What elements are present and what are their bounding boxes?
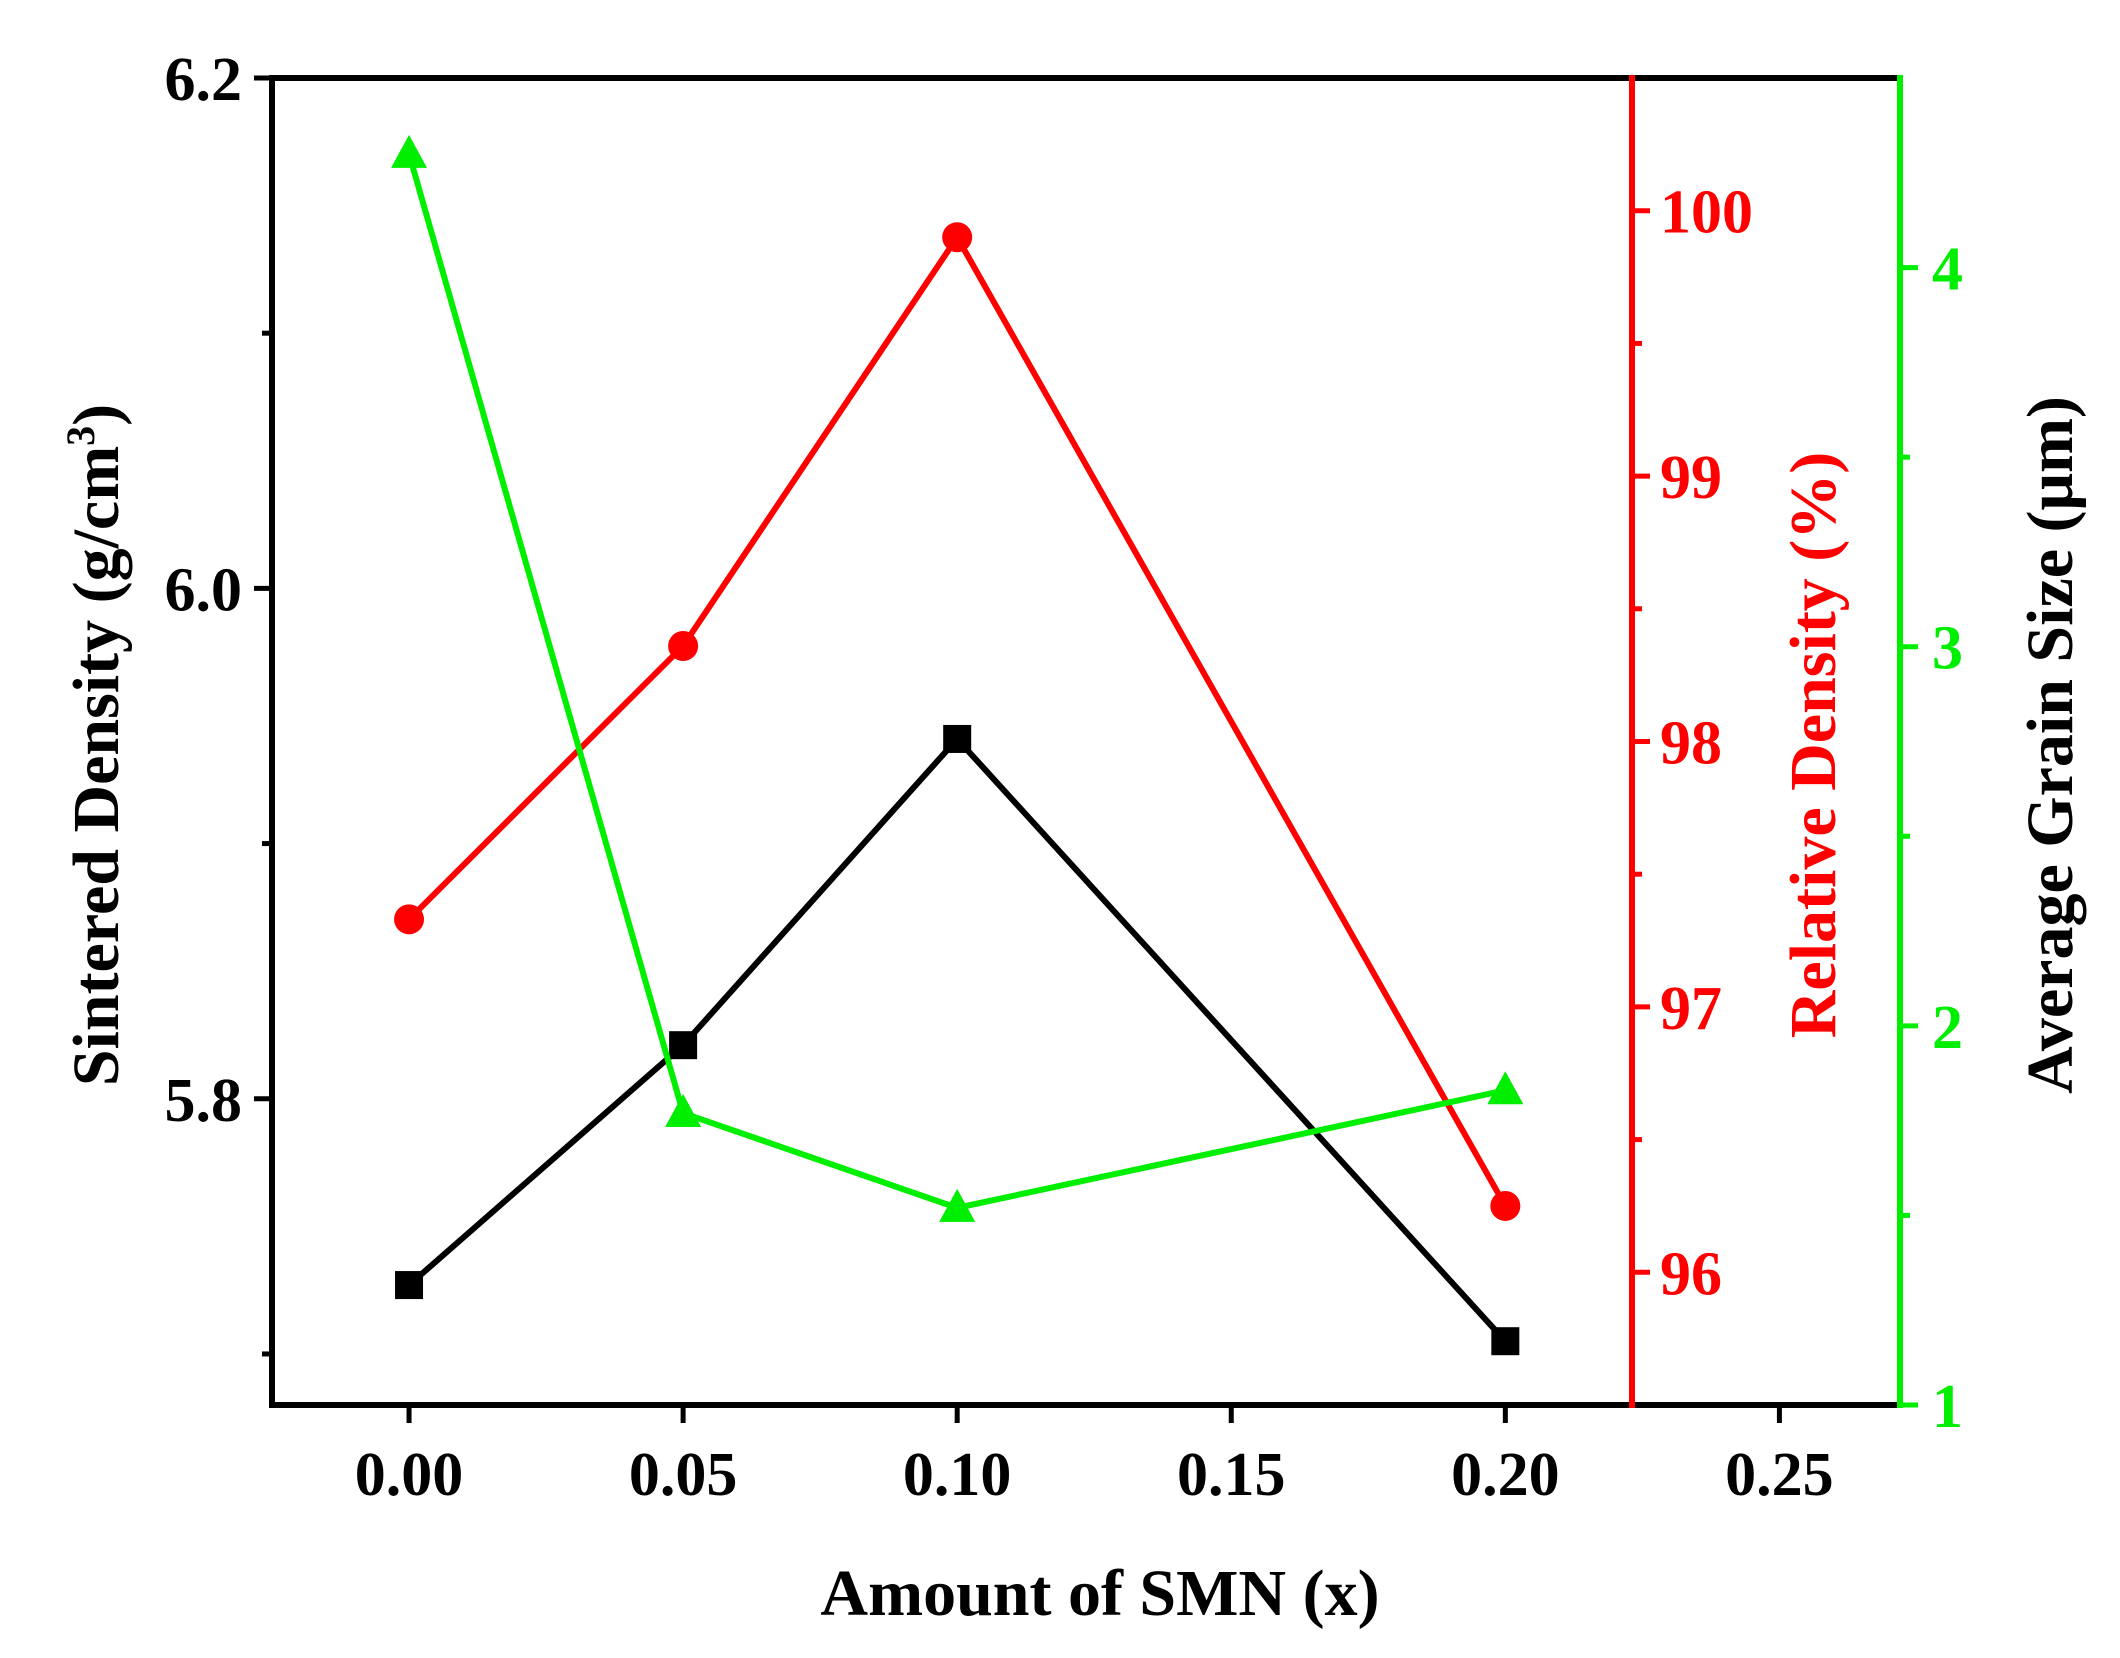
data-point-circle <box>668 630 699 661</box>
y-axis-title-main: Sintered Density (g/cm <box>60 446 133 1086</box>
y-axis-title: Sintered Density (g/cm3) <box>58 404 133 1086</box>
data-point-square <box>1491 1327 1520 1356</box>
y3-tick-label: 4 <box>1932 236 1963 304</box>
data-point-circle <box>1490 1190 1521 1221</box>
series-line <box>406 153 1506 1211</box>
data-point-square <box>395 1271 424 1300</box>
x-tick-label: 0.15 <box>1177 1441 1286 1509</box>
data-point-triangle <box>665 1094 702 1128</box>
y2-tick-label: 96 <box>1660 1240 1722 1308</box>
y3-tick-label: 2 <box>1932 994 1963 1062</box>
data-point-circle <box>394 904 425 935</box>
series-average-grain-size <box>391 134 1524 1222</box>
y2-tick-label: 99 <box>1660 444 1722 512</box>
y-tick-label: 5.8 <box>165 1067 243 1135</box>
x-tick-label: 0.25 <box>1725 1441 1834 1509</box>
y3-tick-label: 1 <box>1932 1373 1963 1441</box>
data-point-triangle <box>939 1188 976 1222</box>
x-tick-label: 0.10 <box>903 1441 1012 1509</box>
y-tick-label: 6.2 <box>165 46 243 114</box>
x-tick-label: 0.20 <box>1451 1441 1560 1509</box>
data-point-circle <box>942 222 973 253</box>
series-line <box>407 734 1508 1344</box>
y3-axis-title: Average Grain Size (μm) <box>2014 396 2087 1094</box>
data-point-square <box>943 724 972 753</box>
data-point-triangle <box>1487 1071 1524 1105</box>
series-layer <box>391 134 1524 1356</box>
y2-tick-label: 97 <box>1660 975 1722 1043</box>
plot-frame <box>269 75 1903 1408</box>
tick-labels-layer: 0.00 0.05 0.10 0.15 0.20 0.25 5.8 6.0 6.2 96 97 98 9… <box>165 46 1964 1509</box>
data-point-square <box>669 1031 698 1060</box>
y-axis-title-close: ) <box>60 404 133 426</box>
series-relative-density <box>394 222 1521 1221</box>
y-tick-label: 6.0 <box>165 556 243 624</box>
y2-tick-label: 100 <box>1660 179 1753 247</box>
x-tick-label: 0.00 <box>355 1441 464 1509</box>
x-axis-title: Amount of SMN (x) <box>820 1557 1379 1630</box>
y3-tick-label: 3 <box>1932 615 1963 683</box>
y-axis-title-superscript: 3 <box>58 426 103 446</box>
y2-tick-label: 98 <box>1660 710 1722 778</box>
series-sintered-density <box>395 724 1520 1356</box>
ticks-layer <box>254 75 1918 1423</box>
series-line <box>406 231 1508 1208</box>
data-point-triangle <box>391 134 428 168</box>
x-tick-label: 0.05 <box>629 1441 738 1509</box>
y2-axis-title: Relative Density (%) <box>1777 452 1850 1039</box>
